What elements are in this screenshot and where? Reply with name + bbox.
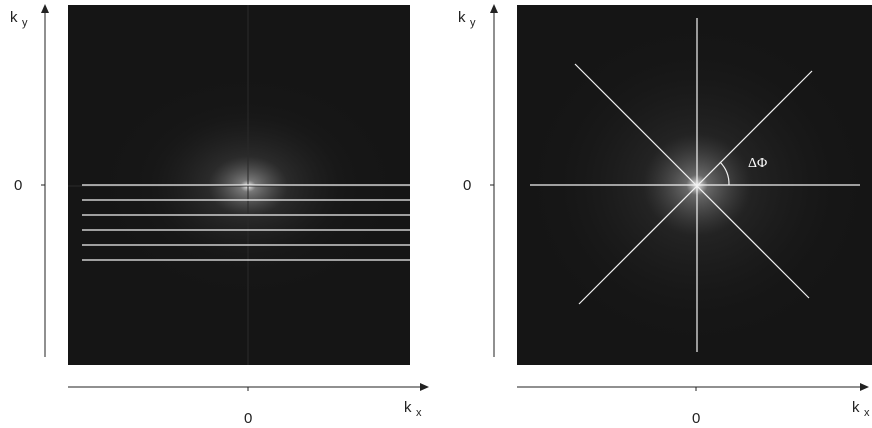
left-ky-axis: k y 0 <box>10 4 49 357</box>
left-panel: k y 0 k x 0 <box>10 4 429 427</box>
right-ky-subscript: y <box>470 17 476 29</box>
radial-trajectory <box>530 18 860 352</box>
right-kx-label: k <box>852 399 860 416</box>
right-ky-label: k <box>458 9 466 26</box>
right-ky-axis-arrow <box>490 4 498 13</box>
cartesian-trajectory <box>82 184 410 261</box>
radial-spoke-45deg <box>578 70 813 305</box>
right-ky-axis: k y 0 <box>458 4 498 357</box>
right-ky-zero-label: 0 <box>463 177 471 194</box>
delta-phi-label: ΔΦ <box>748 156 767 171</box>
radial-spoke-135deg <box>574 63 810 299</box>
right-panel: ΔΦ k y 0 k x 0 <box>458 4 872 427</box>
left-kx-axis-arrow <box>420 383 429 391</box>
left-kx-axis: k x 0 <box>68 383 429 427</box>
right-kx-axis: k x 0 <box>517 383 870 427</box>
right-kx-subscript: x <box>864 407 870 419</box>
left-ky-subscript: y <box>22 17 28 29</box>
right-kx-axis-arrow <box>860 383 869 391</box>
left-ky-axis-arrow <box>41 4 49 13</box>
left-kx-label: k <box>404 399 412 416</box>
left-ky-zero-label: 0 <box>14 177 22 194</box>
left-kx-zero-label: 0 <box>244 410 252 427</box>
left-kx-subscript: x <box>416 407 422 419</box>
left-ky-label: k <box>10 9 18 26</box>
delta-phi-arc <box>719 161 730 186</box>
right-kx-zero-label: 0 <box>692 410 700 427</box>
